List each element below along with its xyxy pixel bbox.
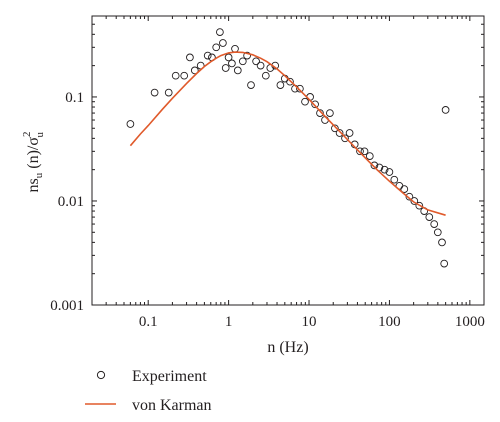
experiment-point <box>221 64 230 72</box>
experiment-points <box>126 28 450 268</box>
y-axis-label-base: ns <box>25 178 42 192</box>
x-ticks: 0.1 1 10 100 1000 <box>91 16 485 330</box>
x-axis-label: n (Hz) <box>267 339 308 356</box>
experiment-point <box>345 129 354 137</box>
experiment-point <box>224 53 233 62</box>
experiment-point <box>186 53 194 62</box>
experiment-point <box>400 185 409 193</box>
experiment-point <box>171 71 180 80</box>
experiment-point <box>341 134 349 143</box>
experiment-point <box>216 28 224 36</box>
experiment-point <box>360 147 369 156</box>
experiment-point <box>247 81 255 89</box>
experiment-point <box>219 39 227 47</box>
experiment-point <box>233 66 242 75</box>
experiment-point <box>405 192 414 201</box>
experiment-point <box>425 213 434 221</box>
experiment-point <box>256 61 265 70</box>
experiment-point <box>415 201 424 210</box>
experiment-point <box>243 51 251 60</box>
y-axis-label-sub2: u <box>34 132 46 138</box>
x-tick-label: 100 <box>378 314 401 330</box>
experiment-point <box>276 81 285 89</box>
y-axis-label-sub1: u <box>33 172 45 178</box>
experiment-point <box>335 129 344 137</box>
experiment-point <box>410 197 419 205</box>
experiment-point <box>286 77 294 86</box>
legend-experiment-marker <box>96 370 106 380</box>
experiment-point <box>190 66 199 75</box>
y-axis-label-mid: (n)/σ <box>25 137 42 173</box>
experiment-point <box>356 147 364 156</box>
experiment-point <box>203 51 212 60</box>
experiment-point <box>231 44 239 53</box>
experiment-point <box>438 238 446 247</box>
experiment-point <box>440 259 449 268</box>
y-ticks: 0.001 0.01 0.1 <box>50 23 484 314</box>
experiment-point <box>385 168 394 176</box>
legend-experiment-label: Experiment <box>132 368 207 385</box>
experiment-point <box>238 57 247 66</box>
von-karman-line <box>129 51 446 216</box>
experiment-point <box>316 109 324 117</box>
experiment-point <box>380 165 389 174</box>
experiment-point <box>261 71 270 80</box>
experiment-point <box>390 175 399 184</box>
experiment-point <box>311 100 319 109</box>
experiment-point <box>370 161 379 170</box>
x-tick-label: 1000 <box>455 314 485 330</box>
experiment-point <box>326 109 334 117</box>
experiment-point <box>365 152 374 160</box>
y-tick-label: 0.1 <box>65 90 84 106</box>
experiment-point <box>212 43 221 52</box>
legend: Experiment von Karman <box>85 368 212 414</box>
experiment-point <box>252 57 260 66</box>
experiment-point <box>301 97 309 106</box>
legend-vonkarman-label: von Karman <box>132 397 212 414</box>
y-axis-label-sup: 2 <box>21 132 33 138</box>
experiment-point <box>430 220 439 228</box>
experiment-point <box>180 71 189 80</box>
x-tick-label: 0.1 <box>139 314 158 330</box>
y-tick-label: 0.001 <box>50 298 84 314</box>
x-tick-label: 1 <box>225 314 233 330</box>
x-tick-label: 10 <box>302 314 317 330</box>
experiment-point <box>164 88 173 97</box>
experiment-point <box>126 120 135 128</box>
experiment-point <box>150 88 159 97</box>
experiment-point <box>433 228 442 237</box>
plot-frame <box>91 15 485 306</box>
experiment-point <box>296 84 304 93</box>
y-tick-label: 0.01 <box>58 194 84 210</box>
experiment-point <box>441 106 450 114</box>
experiment-point <box>228 59 236 68</box>
experiment-point <box>331 124 339 133</box>
y-axis-label: nsu (n)/σ2u <box>21 132 46 193</box>
